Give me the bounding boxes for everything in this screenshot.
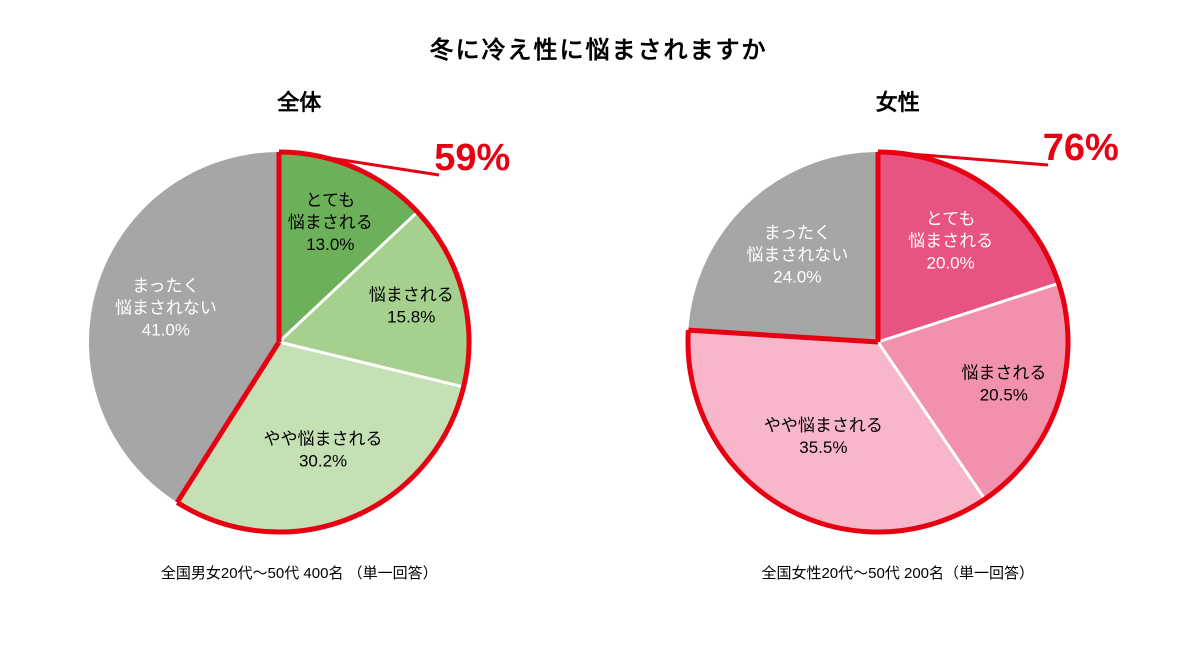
slice-label: まったく: [763, 224, 830, 243]
footnote-left: 全国男女20代～50代 400名 （単一回答）: [49, 562, 549, 583]
chart-svg-wrap-left: とても悩まされる 13.0% 悩まされる 15.8% やや悩まされる 30.2% まったく悩…: [49, 127, 549, 547]
callout-right: 76%: [1043, 127, 1119, 170]
charts-container: 全体 とても悩まされる13.0%悩まされる15.8%やや悩まされる30.2%まっ…: [0, 85, 1197, 583]
main-title: 冬に冷え性に悩まされますか: [0, 0, 1197, 65]
slice-label: 41.0%: [142, 321, 190, 340]
footnote-right: 全国女性20代～50代 200名（単一回答）: [648, 562, 1148, 583]
slice-label: まったく: [132, 277, 199, 296]
slice-label: 悩まされる: [288, 213, 373, 232]
chart-subtitle-right: 女性: [648, 85, 1148, 117]
chart-subtitle-left: 全体: [49, 85, 549, 117]
slice-label: 30.2%: [299, 452, 347, 471]
slice-label: やや悩まされる: [764, 416, 883, 435]
slice-label: 悩まされる: [908, 232, 993, 251]
slice-label: やや悩まされる: [264, 430, 383, 449]
slice-label: 悩まされる: [369, 286, 454, 305]
callout-left: 59%: [434, 137, 510, 180]
slice-label: 13.0%: [306, 235, 354, 254]
slice-label: 悩まされない: [115, 299, 217, 318]
slice-label: 24.0%: [773, 268, 821, 287]
slice-label: とても: [306, 191, 356, 210]
slice-label: 悩まされる: [961, 364, 1046, 383]
chart-right: 女性 とても悩まされる 20.0% 悩まされる 20.5% やや悩まされる 35.5% まっ…: [648, 85, 1148, 583]
pie-chart-left: とても悩まされる 13.0% 悩まされる 15.8% やや悩まされる 30.2% まったく悩…: [49, 127, 549, 547]
pie-chart-right: とても悩まされる 20.0% 悩まされる 20.5% やや悩まされる 35.5% まったく悩…: [648, 127, 1148, 547]
slice-label: 悩まされない: [746, 246, 848, 265]
slice-label: 35.5%: [799, 438, 847, 457]
slice-label: 15.8%: [387, 308, 435, 327]
chart-svg-wrap-right: とても悩まされる 20.0% 悩まされる 20.5% やや悩まされる 35.5% まったく悩…: [648, 127, 1148, 547]
slice-label: 20.5%: [979, 386, 1027, 405]
slice-label: 20.0%: [926, 254, 974, 273]
chart-left: 全体 とても悩まされる 13.0% 悩まされる 15.8% やや悩まされる 30.2% まっ…: [49, 85, 549, 583]
slice-label: とても: [926, 210, 976, 229]
